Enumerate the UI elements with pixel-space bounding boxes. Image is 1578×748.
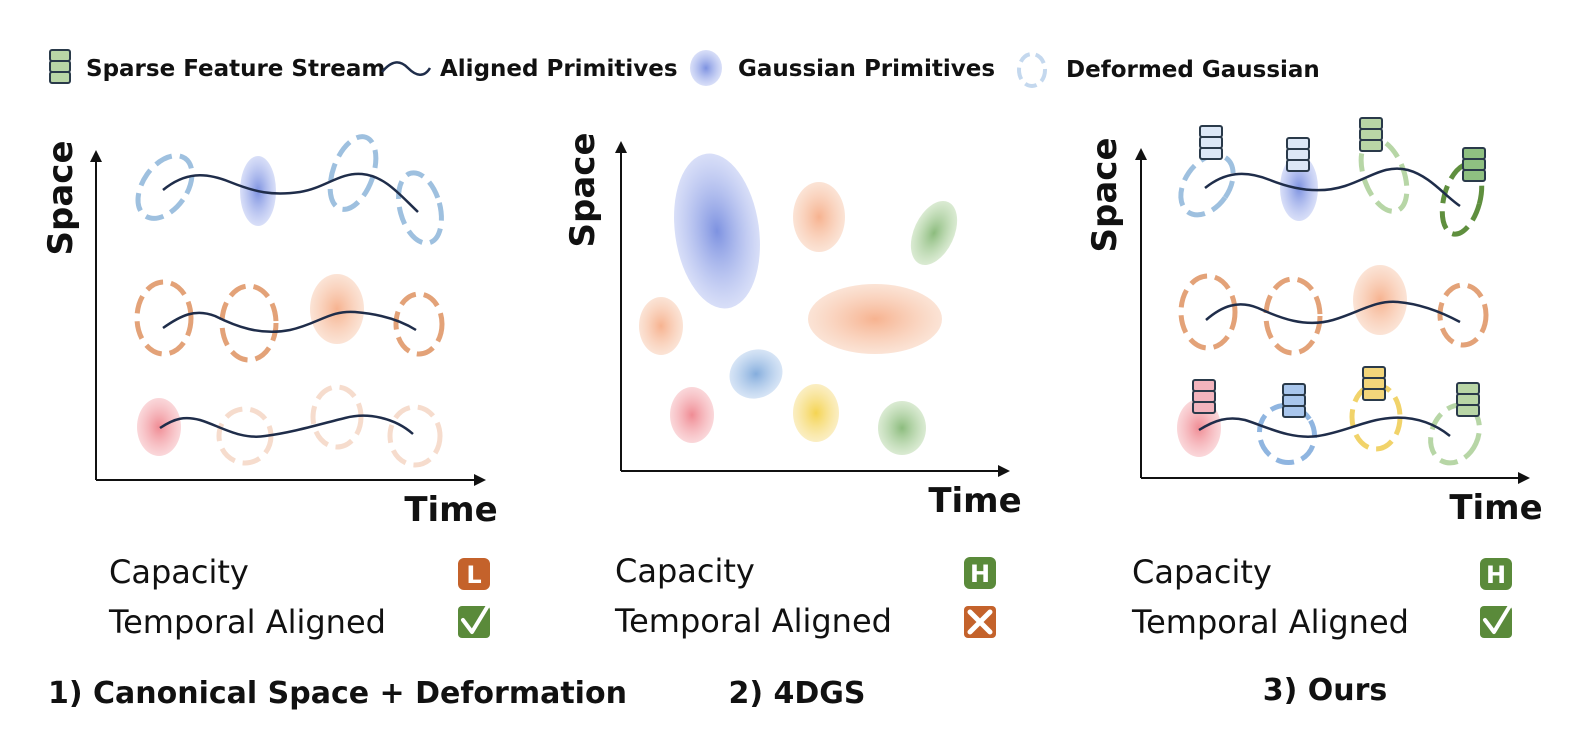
- check-icon: [1480, 602, 1513, 638]
- badge-high: H: [1480, 558, 1512, 590]
- gaussian-primitive: [910, 201, 958, 265]
- feature-stack-icon: [1462, 147, 1486, 182]
- aligned-primitive-line: [159, 414, 414, 438]
- legend-label: Aligned Primitives: [440, 56, 678, 82]
- wave-line-icon: [381, 61, 432, 76]
- gaussian-primitive: [808, 284, 942, 354]
- gaussian-primitive: [674, 153, 760, 309]
- gaussian-primitive: [729, 349, 783, 399]
- deformed-gaussian: [1428, 402, 1482, 466]
- badge-text: H: [970, 560, 990, 588]
- feature-stack-icon: [1199, 125, 1223, 160]
- panel-caption: 1) Canonical Space + Deformation: [48, 676, 627, 711]
- metric-label: Temporal Aligned: [614, 602, 892, 640]
- deformed-gaussian: [393, 291, 445, 357]
- deformed-gaussian: [134, 279, 194, 357]
- y-axis-label: Space: [41, 141, 81, 256]
- aligned-primitive-line: [1204, 167, 1461, 208]
- check-icon: [458, 602, 491, 638]
- aligned-primitive-line: [1198, 416, 1451, 438]
- gaussian-primitive: [878, 401, 926, 455]
- metric-label: Temporal Aligned: [1131, 603, 1409, 641]
- feature-stack-icon: [1362, 366, 1386, 401]
- gaussian-primitive: [670, 387, 714, 443]
- metric-label: Capacity: [615, 552, 755, 590]
- feature-stack-icon: [1192, 379, 1216, 414]
- deformed-gaussian: [396, 170, 444, 246]
- deformed-gaussian: [219, 283, 279, 363]
- feature-stack-icon: [1456, 382, 1480, 417]
- metric-label: Capacity: [109, 553, 249, 591]
- y-axis-label: Space: [1085, 138, 1125, 253]
- aligned-primitive-line: [162, 310, 417, 334]
- x-axis-label: Time: [928, 481, 1021, 521]
- badge-high: H: [964, 557, 996, 589]
- y-axis-label: Space: [563, 133, 603, 248]
- feature-stack-icon: [1286, 137, 1310, 172]
- deformed-gaussian: [1263, 276, 1323, 356]
- panel-canonical: Space Time Capacity L Temporal Aligned: [41, 134, 627, 711]
- badge-text: H: [1486, 561, 1506, 589]
- deformed-gaussian: [1178, 273, 1238, 351]
- x-axis-label: Time: [404, 490, 497, 530]
- panel-ours: Space Time: [1085, 117, 1543, 708]
- legend-label: Gaussian Primitives: [738, 56, 995, 82]
- deformed-gaussian: [387, 404, 443, 468]
- deformed-gaussian: [310, 384, 364, 450]
- dashed-ellipse-icon: [1017, 52, 1047, 88]
- gaussian-primitive: [639, 297, 683, 355]
- gaussian-primitive: [793, 384, 839, 442]
- badge-text: L: [466, 561, 481, 589]
- legend-label: Sparse Feature Stream: [86, 56, 385, 82]
- feature-stack-icon: [1359, 117, 1383, 152]
- deformed-gaussian: [1178, 152, 1236, 218]
- metric-label: Capacity: [1132, 553, 1272, 591]
- feature-stack-icon: [49, 49, 71, 84]
- legend: Sparse Feature Stream Aligned Primitives…: [49, 49, 1320, 88]
- gaussian-primitive: [310, 274, 364, 344]
- gaussian-blob-icon: [690, 50, 722, 86]
- badge-low: L: [458, 558, 490, 590]
- gaussian-primitive: [137, 398, 181, 456]
- gaussian-primitive: [793, 182, 845, 252]
- metric-label: Temporal Aligned: [108, 603, 386, 641]
- aligned-primitive-line: [1205, 300, 1461, 325]
- deformed-gaussian: [1437, 282, 1489, 348]
- gaussian-primitive: [1353, 265, 1407, 335]
- x-axis-label: Time: [1449, 488, 1542, 528]
- legend-label: Deformed Gaussian: [1066, 57, 1320, 83]
- deformed-gaussian: [1256, 402, 1318, 466]
- aligned-primitive-line: [162, 172, 419, 213]
- feature-stack-icon: [1282, 383, 1306, 418]
- panel-4dgs: Space Time Capacity H Temporal Aligned 2…: [563, 133, 1022, 711]
- panel-caption: 3) Ours: [1263, 673, 1388, 708]
- deformed-gaussian: [135, 153, 195, 221]
- deformed-gaussian: [327, 134, 379, 212]
- cross-icon: [964, 606, 996, 638]
- panel-caption: 2) 4DGS: [728, 676, 865, 711]
